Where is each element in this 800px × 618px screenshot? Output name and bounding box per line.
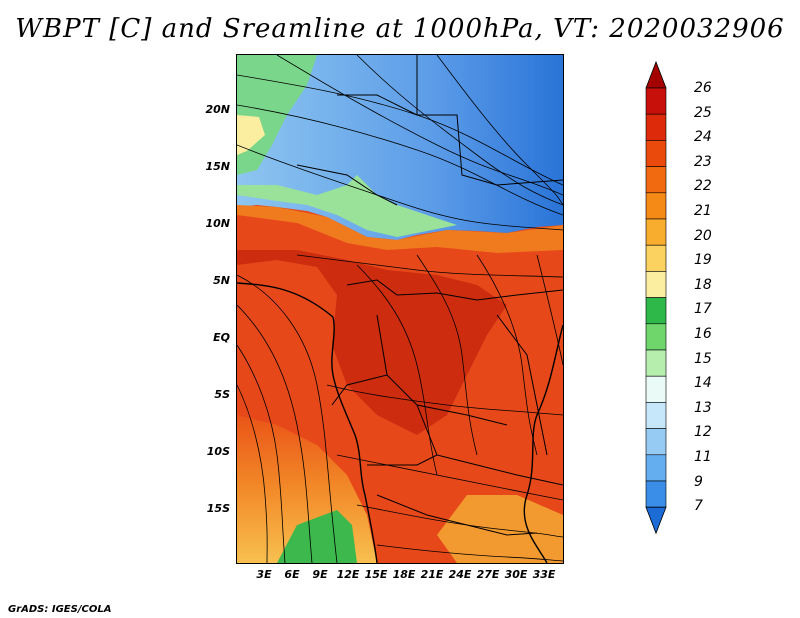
colorbar-label: 12: [694, 424, 712, 441]
lat-label-eq: EQ: [213, 331, 230, 344]
footer-credit: GrADS: IGES/COLA: [8, 604, 112, 615]
chart-title: WBPT [C] and Sreamline at 1000hPa, VT: 2…: [15, 14, 785, 44]
streamlines: [237, 55, 563, 563]
lat-label-15s: 15S: [206, 502, 230, 515]
colorbar-segment: [645, 428, 667, 456]
colorbar-segment: [645, 87, 667, 115]
lon-label-18e: 18E: [392, 568, 416, 581]
lon-label-3e: 3E: [256, 568, 272, 581]
yellow-patch: [237, 115, 265, 155]
colorbar-segment: [645, 480, 667, 508]
colorbar-segment: [645, 244, 667, 272]
colorbar-segment: [645, 375, 667, 403]
colorbar-segment: [645, 192, 667, 220]
colorbar-segment: [645, 271, 667, 298]
lon-label-15e: 15E: [364, 568, 388, 581]
transition-band: [237, 205, 563, 253]
colorbar-label: 11: [694, 449, 712, 465]
hot-core: [237, 250, 507, 435]
colorbar-label: 9: [694, 473, 703, 490]
colorbar-label: 23: [694, 153, 712, 170]
lat-label-5s: 5S: [214, 388, 230, 401]
colorbar-segment: [645, 166, 667, 194]
lon-label-27e: 27E: [476, 568, 500, 581]
colorbar-segment: [645, 113, 667, 141]
lon-label-21e: 21E: [420, 568, 444, 581]
cool-north-region: [237, 55, 563, 240]
colorbar-label: 15: [694, 350, 712, 367]
lat-label-10n: 10N: [205, 217, 230, 230]
green-band: [237, 175, 457, 237]
colorbar-label: 17: [694, 301, 712, 318]
lat-label-5n: 5N: [213, 274, 230, 287]
map-svg: [237, 55, 563, 563]
colorbar-segment: [645, 218, 667, 246]
lon-label-33e: 33E: [532, 568, 556, 581]
country-borders: [237, 55, 563, 563]
colorbar-segment: [645, 349, 667, 377]
colorbar-label: 16: [694, 326, 712, 342]
green-northwest: [237, 55, 317, 175]
lon-label-12e: 12E: [336, 568, 360, 581]
colorbar-label: 18: [694, 276, 712, 293]
colorbar-label: 21: [694, 203, 712, 219]
green-southwest: [277, 510, 357, 563]
colorbar-label: 14: [694, 375, 712, 392]
lon-label-6e: 6E: [284, 568, 300, 581]
colorbar-segment: [645, 140, 667, 167]
lon-label-30e: 30E: [504, 568, 528, 581]
lat-label-20n: 20N: [205, 103, 230, 116]
colorbar-label: 13: [694, 399, 712, 416]
colorbar-segment: [645, 297, 667, 325]
lon-label-9e: 9E: [312, 568, 328, 581]
colorbar-segment: [645, 402, 667, 429]
colorbar-label: 7: [694, 498, 703, 515]
colorbar-label: 20: [694, 227, 712, 244]
lon-label-24e: 24E: [448, 568, 472, 581]
colorbar-segments: [645, 60, 667, 535]
colorbar-segment: [645, 454, 667, 482]
colorbar-label: 19: [694, 252, 712, 269]
colorbar-label: 26: [694, 80, 712, 96]
lat-label-10s: 10S: [206, 445, 230, 458]
lat-label-15n: 15N: [205, 160, 230, 173]
colorbar-arrow-top: [645, 60, 667, 89]
colorbar-segment: [645, 323, 667, 351]
colorbar-arrow-bottom: [645, 506, 667, 535]
colorbar-label: 22: [694, 178, 712, 195]
colorbar-label: 25: [694, 104, 712, 121]
colorbar-label: 24: [694, 129, 712, 146]
map-panel: [236, 54, 564, 564]
colorbar: [645, 60, 667, 535]
